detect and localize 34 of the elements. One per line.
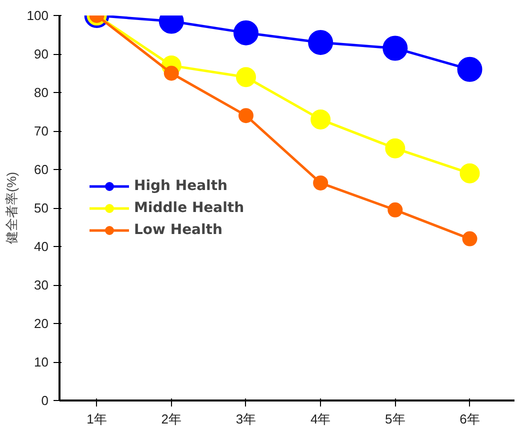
legend-label: High Health — [134, 178, 228, 194]
y-tick-label: 30 — [34, 278, 49, 292]
x-tick-label: 4年 — [310, 412, 331, 426]
point — [238, 108, 254, 124]
y-tick-label: 80 — [34, 85, 49, 100]
y-tick-label: 60 — [34, 162, 49, 177]
point — [164, 66, 179, 81]
point — [233, 20, 258, 46]
y-tick-label: 20 — [34, 316, 49, 331]
y-tick-label: 10 — [34, 354, 49, 370]
x-tick-label: 3年 — [236, 412, 256, 426]
y-tick-label: 100 — [26, 8, 49, 23]
y-axis-title: 健全者率(%) — [4, 172, 19, 244]
y-tick-label: 50 — [34, 200, 49, 216]
point — [385, 138, 406, 158]
x-tick-label: 5年 — [385, 412, 406, 426]
point — [236, 67, 256, 88]
y-tick-label: 70 — [34, 124, 49, 138]
point — [388, 202, 403, 218]
x-tick-label: 1年 — [86, 412, 107, 426]
y-tick-label: 40 — [34, 239, 49, 254]
point — [460, 163, 480, 184]
legend-label: Low Health — [134, 222, 222, 238]
point — [462, 231, 478, 246]
y-tick-label: 0 — [41, 393, 49, 408]
x-tick-label: 2年 — [161, 412, 182, 426]
y-tick-label: 90 — [34, 46, 49, 62]
point — [457, 56, 482, 82]
legend-label: Middle Health — [134, 200, 244, 216]
point — [310, 109, 331, 130]
point — [382, 36, 408, 61]
point — [313, 175, 328, 190]
x-tick-label: 6年 — [460, 412, 480, 426]
point — [308, 30, 334, 55]
